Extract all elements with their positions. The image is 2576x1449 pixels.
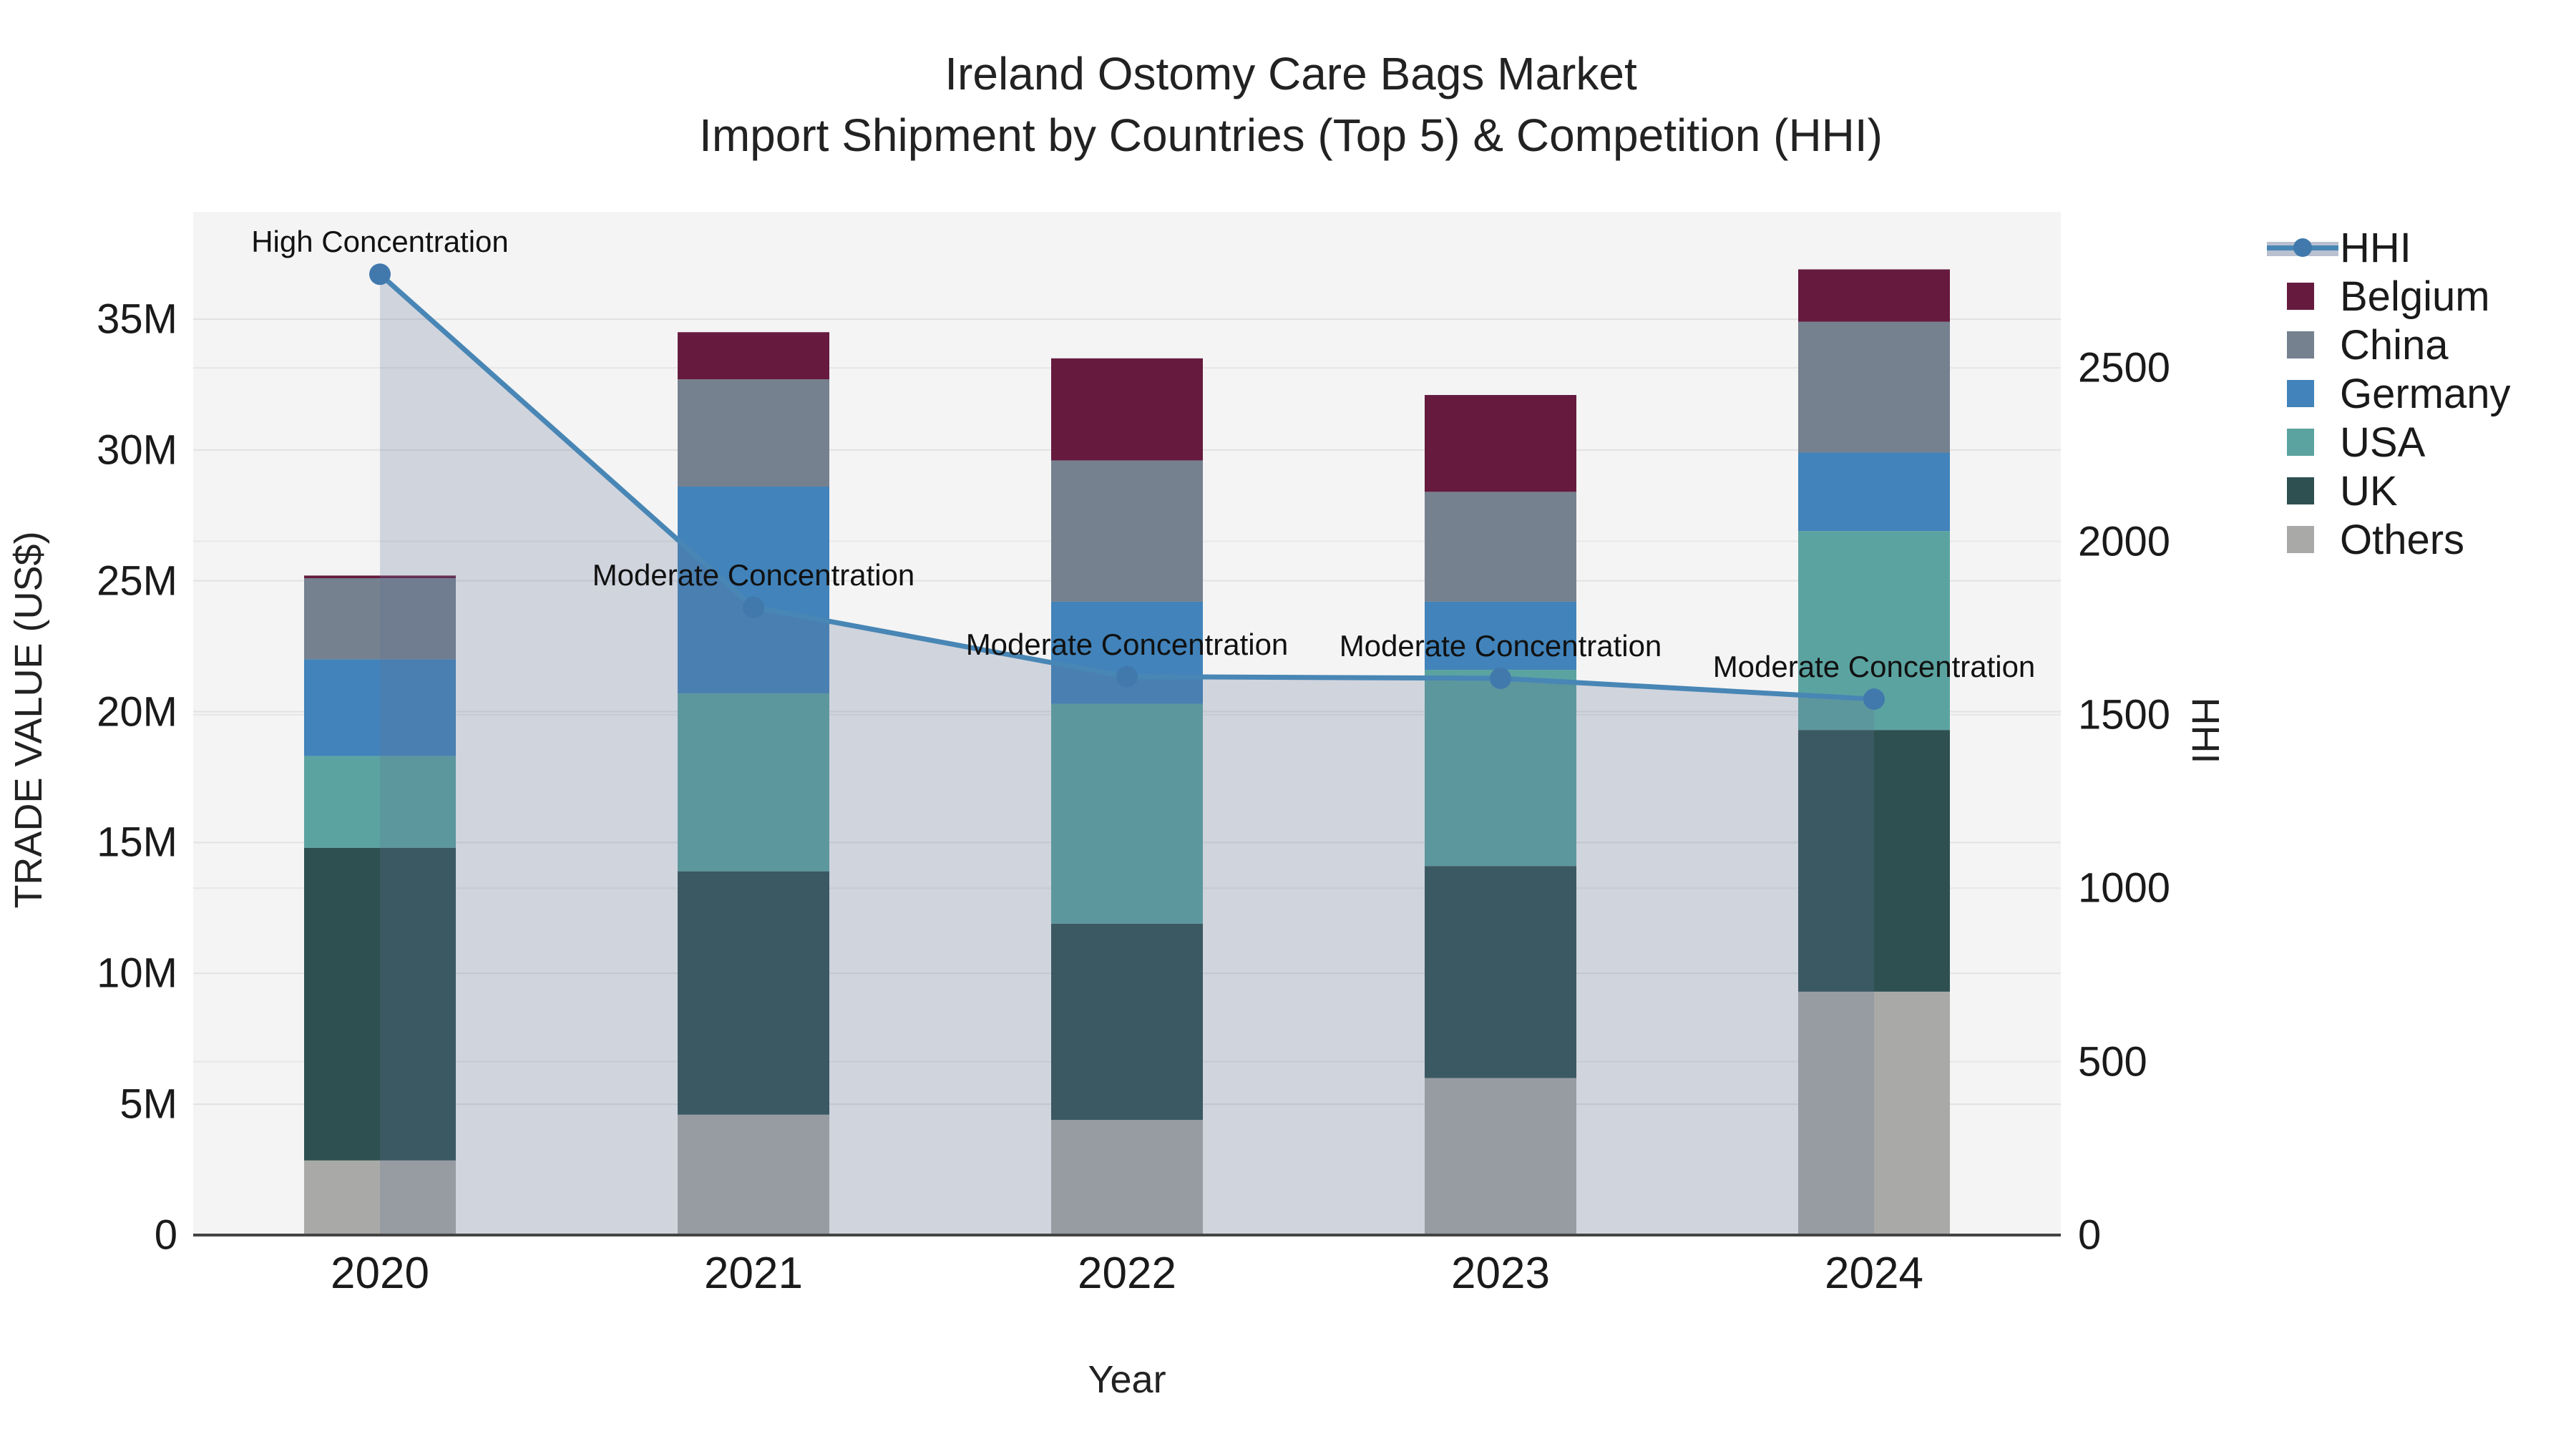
y-right-tick: 2000 (2078, 518, 2171, 565)
legend-label: UK (2340, 467, 2398, 514)
bar-segment-belgium-2020[interactable] (304, 575, 456, 579)
bar-segment-belgium-2023[interactable] (1425, 395, 1576, 492)
y-right-tick: 1500 (2078, 691, 2171, 738)
legend: HHI Belgium China Germany USA UK Others (2267, 223, 2511, 564)
bar-segment-others-2021[interactable] (678, 1114, 829, 1235)
legend-swatch-icon (2287, 283, 2314, 310)
annotation-2024: Moderate Concentration (1712, 650, 2036, 684)
chart-title: Ireland Ostomy Care Bags Market Import S… (0, 43, 2576, 166)
hhi-line-swatch-icon (2267, 237, 2338, 258)
legend-label: Others (2340, 516, 2465, 563)
legend-label: Germany (2340, 370, 2511, 417)
bar-segment-china-2020[interactable] (304, 578, 456, 660)
bar-segment-germany-2020[interactable] (304, 659, 456, 756)
y-left-tick: 0 (154, 1211, 177, 1259)
y-left-axis-title: TRADE VALUE (US$) (7, 531, 50, 909)
legend-item-hhi[interactable]: HHI (2267, 223, 2511, 272)
y-left-tick: 20M (97, 688, 177, 736)
bar-segment-uk-2021[interactable] (678, 871, 829, 1115)
annotation-2020: High Concentration (251, 225, 509, 259)
plot-area (193, 212, 2061, 1235)
hhi-marker-2023[interactable] (1490, 667, 1511, 689)
bar-segment-china-2023[interactable] (1425, 492, 1576, 602)
bar-segment-uk-2024[interactable] (1798, 730, 1950, 992)
legend-item-uk[interactable]: UK (2267, 467, 2511, 515)
bar-segment-others-2022[interactable] (1051, 1120, 1203, 1235)
bar-segment-uk-2020[interactable] (304, 847, 456, 1161)
bar-segment-belgium-2024[interactable] (1798, 269, 1950, 322)
y-left-tick: 30M (97, 426, 177, 474)
legend-swatch-icon (2287, 477, 2314, 504)
bar-segment-china-2022[interactable] (1051, 460, 1203, 602)
bar-segment-usa-2021[interactable] (678, 693, 829, 872)
y-left-tick: 5M (119, 1080, 177, 1128)
x-tick-year: 2022 (1078, 1249, 1176, 1298)
annotation-2023: Moderate Concentration (1339, 628, 1662, 663)
annotation-2022: Moderate Concentration (965, 627, 1289, 661)
hhi-marker-2024[interactable] (1863, 688, 1885, 711)
bar-segment-china-2021[interactable] (678, 379, 829, 487)
bar-segment-usa-2020[interactable] (304, 756, 456, 848)
legend-label: Belgium (2340, 273, 2490, 320)
y-right-tick: 500 (2078, 1038, 2147, 1085)
bar-segment-belgium-2021[interactable] (678, 332, 829, 380)
bar-segment-others-2023[interactable] (1425, 1078, 1576, 1235)
legend-swatch-icon (2287, 380, 2314, 407)
y-left-tick: 10M (97, 950, 177, 997)
legend-label: USA (2340, 419, 2426, 466)
y-left-tick: 25M (97, 557, 177, 605)
legend-label: China (2340, 321, 2449, 369)
hhi-marker-2021[interactable] (743, 596, 764, 618)
hhi-marker-2020[interactable] (369, 263, 391, 286)
y-right-tick: 0 (2078, 1211, 2102, 1259)
bar-segment-others-2020[interactable] (304, 1160, 456, 1235)
legend-item-usa[interactable]: USA (2267, 418, 2511, 467)
chart-svg (193, 263, 2061, 1235)
y-right-tick: 2500 (2078, 344, 2171, 391)
bar-segment-belgium-2022[interactable] (1051, 358, 1203, 461)
legend-label: HHI (2340, 224, 2411, 271)
x-tick-year: 2024 (1825, 1249, 1923, 1298)
chart-title-line1: Ireland Ostomy Care Bags Market (945, 48, 1637, 99)
bar-segment-uk-2023[interactable] (1425, 866, 1576, 1078)
legend-swatch-icon (2287, 526, 2314, 553)
x-tick-year: 2020 (331, 1249, 429, 1298)
bar-segment-china-2024[interactable] (1798, 321, 1950, 453)
y-left-tick: 35M (97, 296, 177, 343)
bar-segment-germany-2021[interactable] (678, 487, 829, 693)
chart-title-line2: Import Shipment by Countries (Top 5) & C… (699, 109, 1883, 161)
bar-segment-others-2024[interactable] (1798, 991, 1950, 1235)
annotation-2021: Moderate Concentration (592, 557, 915, 592)
x-tick-year: 2023 (1451, 1249, 1550, 1298)
bar-segment-germany-2024[interactable] (1798, 452, 1950, 532)
bar-segment-usa-2023[interactable] (1425, 670, 1576, 867)
x-axis-line (193, 1234, 2061, 1236)
bar-segment-uk-2022[interactable] (1051, 923, 1203, 1121)
x-axis-title: Year (1088, 1358, 1166, 1401)
legend-swatch-icon (2287, 429, 2314, 456)
legend-item-germany[interactable]: Germany (2267, 369, 2511, 418)
hhi-marker-2022[interactable] (1116, 665, 1138, 688)
legend-item-china[interactable]: China (2267, 321, 2511, 369)
x-tick-year: 2021 (704, 1249, 803, 1298)
y-right-tick: 1000 (2078, 864, 2171, 912)
legend-swatch-icon (2287, 331, 2314, 358)
y-left-tick: 15M (97, 819, 177, 866)
bar-segment-germany-2023[interactable] (1425, 601, 1576, 670)
bar-segment-usa-2022[interactable] (1051, 703, 1203, 924)
hhi-area-fill (380, 274, 1874, 1235)
legend-item-belgium[interactable]: Belgium (2267, 272, 2511, 321)
legend-item-others[interactable]: Others (2267, 515, 2511, 564)
y-right-axis-title: HHI (2184, 697, 2227, 764)
